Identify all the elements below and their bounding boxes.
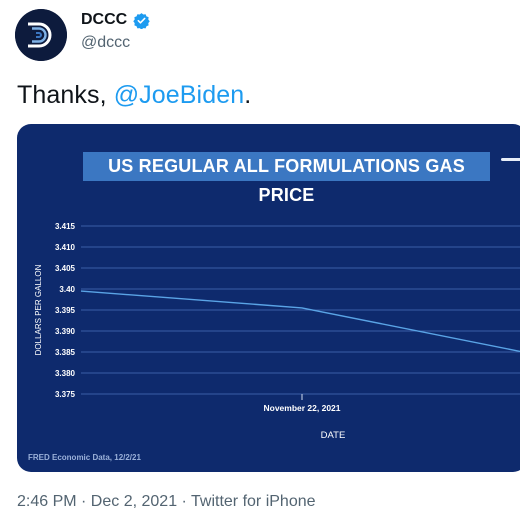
gas-price-chart: 3.415 3.410 3.405 3.40 3.395 3.390 3.385 3.380 3… (34, 222, 520, 441)
mention-link[interactable]: @JoeBiden (113, 81, 245, 109)
chart-source: FRED Economic Data, 12/2/21 (28, 453, 141, 462)
chart-title: US REGULAR ALL FORMULATIONS GAS PRICE (83, 152, 490, 205)
series-line (80, 290, 520, 353)
legend-line-icon (501, 158, 520, 161)
y-tick-label: 3.415 (55, 222, 76, 231)
y-tick-label: 3.395 (55, 306, 76, 315)
account-handle[interactable]: @dccc (81, 34, 131, 51)
y-tick-label: 3.40 (59, 285, 75, 294)
verified-badge-icon (133, 12, 150, 29)
tweet-text-suffix: . (244, 81, 252, 109)
y-tick-label: 3.390 (55, 327, 76, 336)
y-tick-label: 3.380 (55, 369, 76, 378)
account-name[interactable]: DCCC (81, 11, 150, 29)
tweet-text-prefix: Thanks, (17, 81, 114, 109)
dccc-logo-icon (15, 9, 67, 61)
y-tick-label: 3.385 (55, 348, 76, 357)
y-axis-label: DOLLARS PER GALLON (34, 264, 43, 355)
y-tick-label: 3.405 (55, 264, 76, 273)
avatar[interactable] (15, 9, 67, 61)
tweet-timestamp[interactable]: 2:46 PM · Dec 2, 2021 · Twitter for iPho… (17, 493, 316, 510)
y-tick-label: 3.375 (55, 390, 76, 399)
x-tick-label: November 22, 2021 (263, 403, 340, 413)
account-name-text[interactable]: DCCC (81, 11, 128, 28)
y-tick-label: 3.410 (55, 243, 76, 252)
tweet-text: Thanks, @JoeBiden. (17, 81, 251, 110)
tweet-media-image[interactable]: US REGULAR ALL FORMULATIONS GAS PRICE 3.… (17, 124, 520, 472)
x-axis-label: DATE (321, 430, 346, 441)
